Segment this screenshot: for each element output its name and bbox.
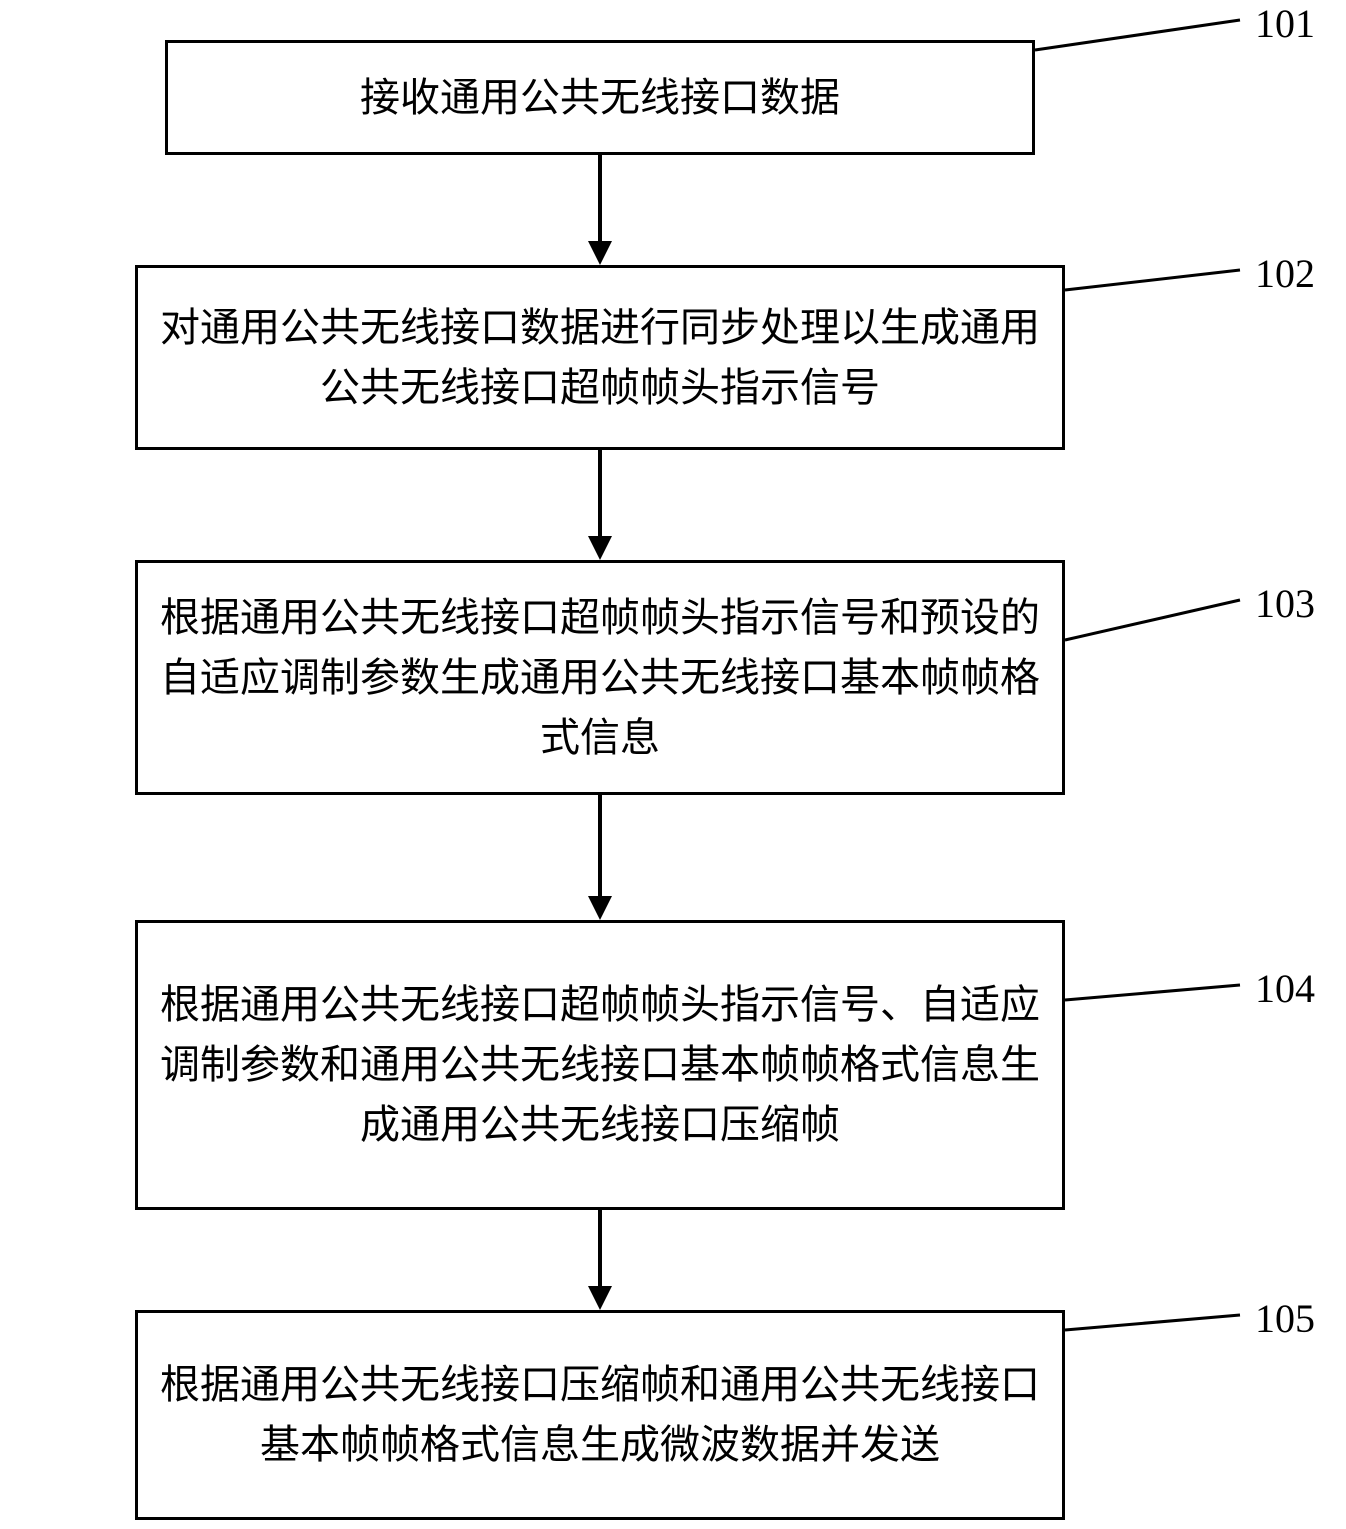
node-105-text: 根据通用公共无线接口压缩帧和通用公共无线接口基本帧帧格式信息生成微波数据并发送 (158, 1355, 1042, 1475)
label-101: 101 (1255, 0, 1315, 47)
node-105: 根据通用公共无线接口压缩帧和通用公共无线接口基本帧帧格式信息生成微波数据并发送 (135, 1310, 1065, 1520)
label-102: 102 (1255, 250, 1315, 297)
label-104: 104 (1255, 965, 1315, 1012)
label-103: 103 (1255, 580, 1315, 627)
node-104-text: 根据通用公共无线接口超帧帧头指示信号、自适应调制参数和通用公共无线接口基本帧帧格… (158, 975, 1042, 1155)
arrow-1-line (598, 155, 602, 243)
node-102: 对通用公共无线接口数据进行同步处理以生成通用公共无线接口超帧帧头指示信号 (135, 265, 1065, 450)
arrow-2-line (598, 450, 602, 538)
flowchart-container: 接收通用公共无线接口数据 对通用公共无线接口数据进行同步处理以生成通用公共无线接… (0, 0, 1346, 1529)
node-103: 根据通用公共无线接口超帧帧头指示信号和预设的自适应调制参数生成通用公共无线接口基… (135, 560, 1065, 795)
arrow-1-head (588, 241, 612, 265)
arrow-4-line (598, 1210, 602, 1288)
node-103-text: 根据通用公共无线接口超帧帧头指示信号和预设的自适应调制参数生成通用公共无线接口基… (158, 588, 1042, 768)
node-104: 根据通用公共无线接口超帧帧头指示信号、自适应调制参数和通用公共无线接口基本帧帧格… (135, 920, 1065, 1210)
label-105: 105 (1255, 1295, 1315, 1342)
node-101-text: 接收通用公共无线接口数据 (360, 68, 840, 128)
arrow-3-line (598, 795, 602, 898)
node-102-text: 对通用公共无线接口数据进行同步处理以生成通用公共无线接口超帧帧头指示信号 (158, 298, 1042, 418)
arrow-3-head (588, 896, 612, 920)
node-101: 接收通用公共无线接口数据 (165, 40, 1035, 155)
arrow-4-head (588, 1286, 612, 1310)
arrow-2-head (588, 536, 612, 560)
